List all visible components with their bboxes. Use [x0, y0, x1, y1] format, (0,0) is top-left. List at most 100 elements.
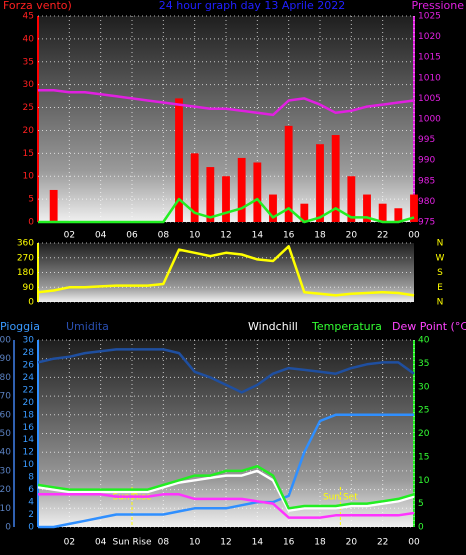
rain-label: Pioggia [0, 320, 40, 333]
bar [410, 194, 418, 222]
tick-label: 35 [418, 359, 429, 369]
tick-label: 10 [418, 476, 430, 486]
tick-label: 60 [0, 410, 11, 420]
x-tick-label: 10 [189, 538, 201, 548]
x-tick-label: 06 [126, 231, 138, 241]
bar [394, 208, 403, 222]
tick-label: 5 [28, 195, 34, 205]
series-line [37, 464, 415, 510]
tick-label: 985 [418, 176, 435, 186]
bar [363, 194, 371, 222]
windchill-label: Windchill [248, 320, 298, 333]
tick-label: W [436, 253, 445, 263]
tick-label: 360 [17, 239, 34, 249]
tick-label: 30 [23, 336, 35, 346]
bar [331, 135, 340, 222]
x-tick-label: 10 [189, 231, 201, 241]
tick-label: 16 [23, 423, 35, 433]
bar [300, 203, 309, 222]
x-tick-label: 20 [346, 538, 358, 548]
tick-label: 30 [418, 382, 430, 392]
x-tick-label: 16 [283, 538, 295, 548]
tick-label: 0 [28, 218, 34, 228]
tick-label: 1010 [418, 73, 441, 83]
x-tick-label: 00 [408, 231, 420, 241]
tick-label: 1020 [418, 32, 441, 42]
tick-label: E [437, 283, 443, 293]
x-tick-label: 02 [64, 231, 75, 241]
tick-label: 980 [418, 197, 435, 207]
tick-label: 1000 [418, 115, 441, 125]
series-line [38, 413, 414, 529]
tick-label: 0 [5, 523, 11, 533]
x-tick-label: 14 [252, 231, 264, 241]
dewpoint-label: Dew Point (°C) [392, 320, 466, 333]
series-line [37, 348, 415, 394]
x-tick-label: 12 [220, 538, 231, 548]
tick-label: 70 [0, 392, 11, 402]
bar [253, 162, 262, 222]
tick-label: 20 [0, 485, 11, 495]
x-tick-label: 22 [377, 231, 388, 241]
pressure-label: Pressione [412, 0, 465, 12]
tick-label: 30 [23, 80, 35, 90]
tick-label: 20 [418, 429, 430, 439]
tick-label: 5 [418, 499, 424, 509]
tick-label: 35 [23, 57, 34, 67]
series-line [38, 493, 415, 519]
x-tick-label: 22 [377, 538, 388, 548]
tick-label: 40 [0, 448, 11, 458]
tick-label: 1015 [418, 53, 441, 63]
tick-label: 24 [23, 373, 35, 383]
humidity-label: Umidita [66, 320, 109, 333]
x-tick-label: 18 [314, 538, 326, 548]
tick-label: 990 [418, 156, 435, 166]
tick-label: 270 [17, 253, 34, 263]
tick-label: 28 [23, 348, 35, 358]
tick-label: 40 [23, 34, 35, 44]
tick-label: 2 [28, 510, 34, 520]
tick-label: 0 [418, 523, 424, 533]
tick-label: 20 [23, 398, 35, 408]
x-tick-label: 18 [314, 231, 326, 241]
series-line [37, 469, 415, 512]
tick-label: 100 [0, 336, 11, 346]
tick-label: 1005 [418, 94, 441, 104]
tick-label: 15 [418, 452, 429, 462]
tick-label: 30 [0, 466, 11, 476]
bar [269, 194, 277, 222]
x-tick-label: 04 [95, 231, 107, 241]
x-tick-label: 08 [158, 538, 170, 548]
tick-label: 80 [0, 373, 11, 383]
bar [284, 125, 293, 222]
x-tick-label: 14 [252, 538, 264, 548]
tick-label: 4 [28, 498, 34, 508]
bar [206, 167, 215, 222]
tick-label: 18 [23, 410, 35, 420]
tick-label: 50 [0, 429, 11, 439]
tick-label: 90 [23, 283, 35, 293]
tick-label: 40 [418, 336, 430, 346]
x-tick-label: 04 [95, 538, 107, 548]
tick-label: 12 [23, 448, 34, 458]
tick-label: N [437, 239, 444, 249]
tick-label: 0 [28, 298, 34, 308]
x-tick-label: Sun Rise [113, 538, 152, 548]
temperature-label: Temperatura [311, 320, 382, 333]
tick-label: 975 [418, 218, 435, 228]
tick-label: 20 [23, 126, 35, 136]
bar [316, 144, 324, 222]
tick-label: 14 [23, 435, 35, 445]
tick-label: N [437, 298, 444, 308]
bar [190, 153, 199, 222]
series-line [37, 245, 415, 297]
tick-label: 6 [28, 485, 34, 495]
x-tick-label: 12 [220, 231, 231, 241]
bar [347, 176, 356, 222]
tick-label: 15 [23, 149, 34, 159]
chart-title: 24 hour graph day 13 Aprile 2022 [159, 0, 346, 12]
series-line [38, 197, 415, 224]
tick-label: 45 [23, 12, 34, 22]
x-tick-label: 08 [158, 231, 170, 241]
bar [378, 203, 387, 222]
